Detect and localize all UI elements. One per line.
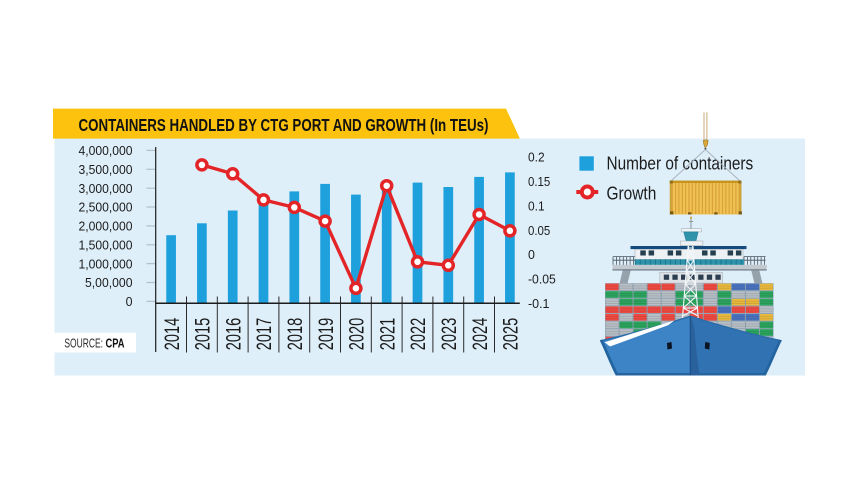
svg-text:2018: 2018 xyxy=(284,318,307,351)
svg-text:5,00,000: 5,00,000 xyxy=(85,275,133,290)
svg-text:2025: 2025 xyxy=(500,318,523,351)
svg-text:-0.05: -0.05 xyxy=(528,272,556,287)
svg-text:2021: 2021 xyxy=(376,318,399,351)
svg-text:0.1: 0.1 xyxy=(528,199,545,214)
svg-text:2024: 2024 xyxy=(469,317,492,350)
svg-text:1,500,000: 1,500,000 xyxy=(79,238,133,253)
svg-text:3,000,000: 3,000,000 xyxy=(79,181,133,196)
svg-text:SOURCE:: SOURCE: xyxy=(64,335,103,350)
svg-text:2019: 2019 xyxy=(315,318,338,351)
svg-text:2,500,000: 2,500,000 xyxy=(79,200,133,215)
svg-text:CPA: CPA xyxy=(106,335,125,350)
svg-text:4,000,000: 4,000,000 xyxy=(79,143,133,158)
svg-text:-0.1: -0.1 xyxy=(528,296,550,311)
svg-text:2014: 2014 xyxy=(161,317,184,350)
svg-text:0.2: 0.2 xyxy=(528,150,545,165)
svg-text:3,500,000: 3,500,000 xyxy=(79,162,133,177)
svg-text:0: 0 xyxy=(528,247,535,262)
svg-text:0: 0 xyxy=(126,294,133,309)
svg-text:2017: 2017 xyxy=(253,318,276,351)
svg-text:2015: 2015 xyxy=(192,318,215,351)
svg-text:2023: 2023 xyxy=(438,318,461,351)
svg-text:Number of containers: Number of containers xyxy=(607,154,754,174)
svg-text:2020: 2020 xyxy=(346,318,369,351)
svg-text:1,000,000: 1,000,000 xyxy=(79,256,133,271)
svg-text:CONTAINERS HANDLED BY CTG PORT: CONTAINERS HANDLED BY CTG PORT AND GROWT… xyxy=(79,115,489,135)
svg-text:2016: 2016 xyxy=(222,318,245,351)
svg-text:2022: 2022 xyxy=(407,318,430,351)
svg-text:0.15: 0.15 xyxy=(528,174,550,189)
svg-text:2,000,000: 2,000,000 xyxy=(79,219,133,234)
svg-text:0.05: 0.05 xyxy=(528,223,550,238)
svg-text:Growth: Growth xyxy=(607,183,657,203)
